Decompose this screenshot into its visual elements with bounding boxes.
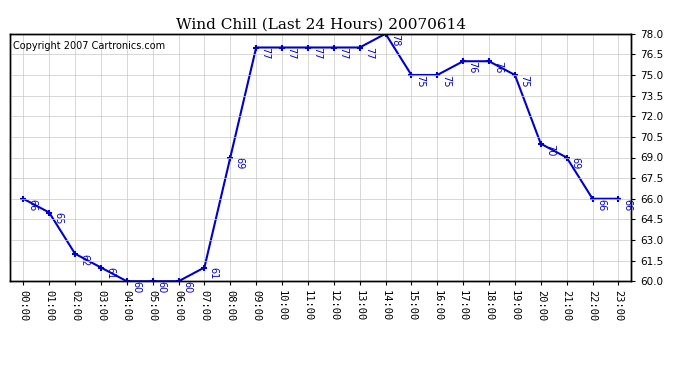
Text: 66: 66	[28, 199, 37, 211]
Text: 60: 60	[131, 281, 141, 294]
Text: 60: 60	[183, 281, 193, 294]
Text: 75: 75	[519, 75, 529, 87]
Text: 75: 75	[442, 75, 451, 87]
Text: 77: 77	[312, 48, 322, 60]
Text: 77: 77	[286, 48, 296, 60]
Text: 69: 69	[571, 158, 581, 170]
Text: 65: 65	[53, 213, 63, 225]
Text: 77: 77	[338, 48, 348, 60]
Text: 75: 75	[415, 75, 426, 87]
Title: Wind Chill (Last 24 Hours) 20070614: Wind Chill (Last 24 Hours) 20070614	[176, 17, 466, 31]
Text: 61: 61	[105, 267, 115, 280]
Text: 60: 60	[157, 281, 167, 294]
Text: 77: 77	[260, 48, 270, 60]
Text: 66: 66	[622, 199, 633, 211]
Text: 62: 62	[79, 254, 89, 266]
Text: 61: 61	[208, 267, 219, 280]
Text: 69: 69	[235, 158, 244, 170]
Text: 77: 77	[364, 48, 374, 60]
Text: 78: 78	[390, 34, 400, 46]
Text: 76: 76	[467, 61, 477, 74]
Text: 66: 66	[597, 199, 607, 211]
Text: Copyright 2007 Cartronics.com: Copyright 2007 Cartronics.com	[14, 41, 166, 51]
Text: 70: 70	[545, 144, 555, 156]
Text: 76: 76	[493, 61, 503, 74]
